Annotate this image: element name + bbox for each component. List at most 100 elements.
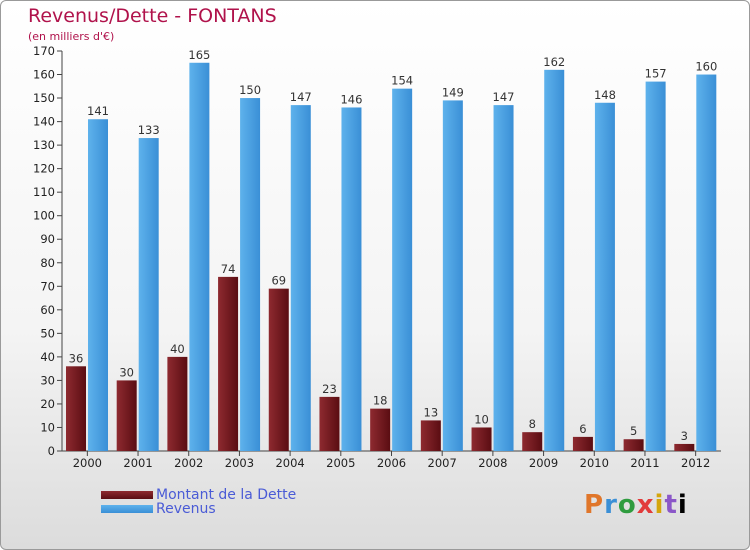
bar-revenus bbox=[544, 69, 565, 451]
logo-letter: r bbox=[604, 490, 618, 520]
bar-dette bbox=[167, 356, 188, 451]
bar-revenus bbox=[442, 100, 463, 451]
value-label-revenus: 133 bbox=[138, 123, 160, 137]
x-tick-label: 2010 bbox=[580, 456, 609, 470]
y-tick-label: 90 bbox=[40, 232, 55, 246]
logo-letter: x bbox=[636, 490, 655, 520]
value-label-dette: 40 bbox=[170, 342, 185, 356]
value-label-revenus: 160 bbox=[695, 60, 717, 74]
value-label-revenus: 150 bbox=[239, 83, 261, 97]
value-label-dette: 8 bbox=[529, 417, 536, 431]
legend-label-revenus: Revenus bbox=[156, 501, 216, 517]
bar-revenus bbox=[493, 105, 514, 451]
logo-letter: t bbox=[664, 490, 678, 520]
chart-subtitle: (en milliers d'€) bbox=[28, 30, 115, 43]
x-tick-label: 2004 bbox=[275, 456, 304, 470]
value-label-revenus: 162 bbox=[543, 55, 565, 69]
value-label-dette: 69 bbox=[271, 274, 286, 288]
proxiti-logo: Proxiti bbox=[584, 490, 688, 520]
bar-dette bbox=[268, 288, 289, 451]
value-label-dette: 10 bbox=[474, 412, 489, 426]
y-tick-label: 120 bbox=[33, 162, 55, 176]
value-label-revenus: 157 bbox=[645, 67, 667, 81]
bar-dette bbox=[674, 443, 695, 451]
y-tick-label: 20 bbox=[40, 397, 55, 411]
bar-dette bbox=[116, 380, 137, 451]
bar-revenus bbox=[645, 81, 666, 452]
value-label-revenus: 147 bbox=[493, 90, 515, 104]
bar-dette bbox=[218, 276, 239, 451]
bar-revenus bbox=[341, 107, 362, 452]
bar-dette bbox=[319, 396, 340, 451]
bar-revenus bbox=[88, 119, 108, 451]
y-tick-label: 110 bbox=[33, 185, 55, 199]
value-label-revenus: 147 bbox=[290, 90, 312, 104]
y-tick-label: 70 bbox=[40, 279, 55, 293]
value-label-revenus: 141 bbox=[87, 104, 109, 118]
value-label-dette: 5 bbox=[630, 424, 637, 438]
y-tick-label: 160 bbox=[33, 68, 55, 82]
bar-revenus bbox=[290, 105, 311, 451]
bar-revenus bbox=[392, 88, 413, 451]
y-tick-label: 60 bbox=[40, 303, 55, 317]
y-tick-label: 130 bbox=[33, 138, 55, 152]
bar-dette bbox=[420, 420, 441, 451]
value-label-dette: 6 bbox=[579, 422, 586, 436]
y-tick-label: 0 bbox=[48, 444, 55, 458]
bar-dette bbox=[572, 436, 593, 451]
chart-title: Revenus/Dette - FONTANS bbox=[28, 5, 277, 27]
x-tick-label: 2005 bbox=[326, 456, 355, 470]
legend-label-dette: Montant de la Dette bbox=[156, 487, 297, 503]
value-label-dette: 18 bbox=[373, 394, 388, 408]
logo-letter: P bbox=[584, 490, 605, 520]
bar-dette bbox=[623, 439, 644, 451]
x-tick-label: 2009 bbox=[529, 456, 558, 470]
logo-letter: o bbox=[617, 490, 637, 520]
legend-swatch-dette bbox=[101, 491, 153, 499]
x-tick-label: 2012 bbox=[681, 456, 710, 470]
value-label-dette: 23 bbox=[322, 382, 337, 396]
value-label-dette: 13 bbox=[424, 405, 439, 419]
legend-item-revenus: Revenus bbox=[101, 501, 216, 517]
bar-revenus bbox=[696, 74, 717, 451]
y-tick-label: 10 bbox=[40, 420, 55, 434]
legend-swatch-revenus bbox=[101, 505, 153, 513]
value-label-dette: 3 bbox=[681, 429, 688, 443]
y-tick-label: 40 bbox=[40, 350, 55, 364]
x-tick-label: 2000 bbox=[73, 456, 102, 470]
value-label-revenus: 146 bbox=[340, 92, 362, 106]
logo-letter: i bbox=[677, 490, 688, 520]
y-tick-label: 150 bbox=[33, 91, 55, 105]
value-label-dette: 36 bbox=[69, 351, 84, 365]
bar-dette bbox=[471, 427, 492, 451]
x-tick-label: 2007 bbox=[428, 456, 457, 470]
y-tick-label: 100 bbox=[33, 209, 55, 223]
bar-dette bbox=[370, 408, 391, 451]
bar-revenus bbox=[594, 102, 615, 451]
bar-revenus bbox=[138, 138, 159, 451]
bar-revenus bbox=[189, 62, 210, 451]
y-tick-label: 30 bbox=[40, 373, 55, 387]
x-tick-label: 2002 bbox=[174, 456, 203, 470]
x-tick-label: 2008 bbox=[478, 456, 507, 470]
value-label-revenus: 148 bbox=[594, 88, 616, 102]
y-tick-label: 50 bbox=[40, 326, 55, 340]
logo-letter: i bbox=[654, 490, 665, 520]
y-tick-label: 80 bbox=[40, 256, 55, 270]
x-tick-label: 2011 bbox=[630, 456, 659, 470]
value-label-dette: 74 bbox=[221, 262, 236, 276]
x-tick-label: 2003 bbox=[225, 456, 254, 470]
value-label-revenus: 165 bbox=[188, 48, 210, 62]
x-tick-label: 2006 bbox=[377, 456, 406, 470]
y-tick-label: 140 bbox=[33, 115, 55, 129]
value-label-revenus: 149 bbox=[442, 85, 464, 99]
bar-revenus bbox=[240, 98, 261, 451]
y-tick-label: 170 bbox=[33, 44, 55, 58]
x-tick-label: 2001 bbox=[123, 456, 152, 470]
value-label-dette: 30 bbox=[119, 365, 134, 379]
value-label-revenus: 154 bbox=[391, 74, 413, 88]
legend-item-dette: Montant de la Dette bbox=[101, 487, 296, 503]
bar-dette bbox=[522, 432, 543, 451]
